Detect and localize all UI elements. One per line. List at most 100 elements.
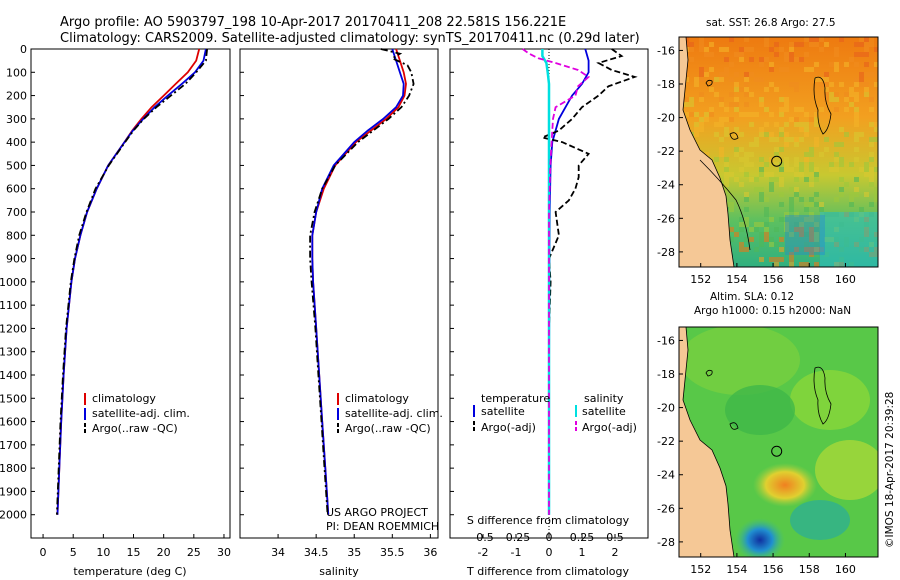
map-lat-tick: -18 (657, 368, 675, 381)
map-lat-tick: -20 (657, 112, 675, 125)
depth-tick-label: 300 (6, 113, 27, 126)
imos-credit: ©IMOS 18-Apr-2017 20:39:28 (884, 392, 896, 548)
header-line-2: Climatology: CARS2009. Satellite-adjuste… (60, 31, 640, 46)
map-lon-tick: 156 (763, 563, 784, 576)
depth-tick-label: 1100 (0, 299, 27, 312)
legend-t-satellite: satellite (481, 405, 525, 418)
temperature-legend: climatology satellite-adj. clim. Argo(..… (84, 392, 190, 435)
depth-tick-label: 1600 (0, 416, 27, 429)
map-lon-tick: 160 (835, 563, 856, 576)
map-lon-tick: 152 (690, 563, 711, 576)
legend-t-argo: Argo(-adj) (481, 421, 536, 434)
x-tick-label: 0 (546, 546, 553, 559)
map-lat-tick: -28 (657, 246, 675, 259)
x-tick-label: 34 (271, 546, 285, 559)
x-tick-label: 36 (423, 546, 437, 559)
depth-tick-label: 900 (6, 253, 27, 266)
map-lat-tick: -16 (657, 44, 675, 57)
depth-tick-label: 1700 (0, 439, 27, 452)
depth-tick-label: 400 (6, 136, 27, 149)
map-lat-tick: -28 (657, 536, 675, 549)
depth-tick-label: 1800 (0, 462, 27, 475)
x-tick-label: 30 (217, 546, 231, 559)
series-line-argo-raw-qc- (56, 48, 208, 515)
depth-tick-label: 100 (6, 66, 27, 79)
s-difference-axis-label: S difference from climatology (467, 514, 630, 527)
x-tick-label: 15 (127, 546, 141, 559)
map-lat-tick: -20 (657, 402, 675, 415)
depth-tick-label: 200 (6, 90, 27, 103)
sla-map-subtitle: Argo h1000: 0.15 h2000: NaN (694, 305, 851, 317)
s-tick-label: 0 (546, 531, 553, 544)
map-lat-tick: -26 (657, 212, 675, 225)
sst-map-title: sat. SST: 26.8 Argo: 27.5 (706, 17, 836, 29)
series-line-temperature-satellite (548, 48, 590, 515)
depth-tick-label: 1900 (0, 485, 27, 498)
difference-profile-plot: -2 -1 0 1 2 -0.5 -0.25 0 0.25 0.5 (472, 48, 638, 559)
map-lat-tick: -22 (657, 435, 675, 448)
map-lat-tick: -24 (657, 179, 675, 192)
salinity-panel-frame (239, 48, 439, 539)
sla-map-frame (678, 326, 879, 558)
depth-tick-label: 1400 (0, 369, 27, 382)
x-tick-label: -2 (478, 546, 489, 559)
depth-tick-label: 700 (6, 206, 27, 219)
legend-climatology: climatology (92, 392, 156, 405)
depth-tick-label: 1000 (0, 276, 27, 289)
series-line-satellite-adj-clim- (311, 48, 405, 515)
depth-tick-label: 600 (6, 183, 27, 196)
x-tick-label: 10 (96, 546, 110, 559)
series-line-climatology (311, 48, 407, 515)
series-line-satellite-adj-clim- (56, 48, 207, 515)
series-line-temperature-argo-adj- (539, 48, 638, 515)
x-tick-label: 35.5 (380, 546, 405, 559)
s-tick-label: 0.25 (570, 531, 595, 544)
x-tick-label: 20 (157, 546, 171, 559)
sla-land (679, 327, 735, 557)
series-line-salinity-argo-adj- (522, 48, 591, 515)
x-tick-label: -1 (511, 546, 522, 559)
x-tick-label: 0 (40, 546, 47, 559)
depth-tick-label: 2000 (0, 509, 27, 522)
map-lon-tick: 154 (726, 273, 747, 286)
map-lon-tick: 158 (799, 273, 820, 286)
project-credit: US ARGO PROJECT (326, 506, 428, 519)
sst-map-frame (678, 36, 879, 268)
map-lon-tick: 156 (763, 273, 784, 286)
x-tick-label: 5 (70, 546, 77, 559)
legend-argo: Argo(..raw -QC) (92, 422, 178, 435)
series-line-salinity-satellite (541, 49, 551, 515)
depth-tick-label: 1500 (0, 392, 27, 405)
x-tick-label: 1 (579, 546, 586, 559)
series-line-argo-raw-qc- (309, 48, 415, 515)
map-lon-tick: 158 (799, 563, 820, 576)
map-lon-tick: 152 (690, 273, 711, 286)
x-tick-label: 35 (347, 546, 361, 559)
temperature-axis-label: temperature (deg C) (73, 565, 186, 578)
salinity-profile-plot: 34 34.5 35 35.5 36 (271, 48, 437, 559)
t-difference-axis-label: T difference from climatology (466, 565, 629, 578)
depth-tick-label: 800 (6, 229, 27, 242)
salinity-axis-label: salinity (319, 565, 359, 578)
argo-location-marker-sst (771, 155, 783, 167)
sla-map-title: Altim. SLA: 0.12 (710, 291, 794, 303)
series-line-climatology (56, 48, 201, 515)
header-line-1: Argo profile: AO 5903797_198 10-Apr-2017… (60, 15, 566, 30)
x-tick-label: 34.5 (304, 546, 329, 559)
s-tick-label: 0.5 (606, 531, 624, 544)
depth-tick-label: 1300 (0, 346, 27, 359)
x-tick-label: 2 (612, 546, 619, 559)
depth-tick-label: 0 (20, 43, 27, 56)
sla-map-axes: 152 154 156 158 160 -16 -18 -20 -22 -24 -26 -28 (657, 334, 856, 576)
difference-legend: temperature salinity satellite Argo(-adj… (473, 392, 637, 434)
legend-climatology: climatology (345, 392, 409, 405)
depth-tick-label: 500 (6, 159, 27, 172)
legend-s-argo: Argo(-adj) (582, 421, 637, 434)
s-tick-label: -0.5 (472, 531, 493, 544)
map-lon-tick: 160 (835, 273, 856, 286)
s-tick-label: -0.25 (502, 531, 530, 544)
temperature-panel-frame (30, 48, 231, 539)
legend-argo: Argo(..raw -QC) (345, 422, 431, 435)
map-lat-tick: -16 (657, 334, 675, 347)
